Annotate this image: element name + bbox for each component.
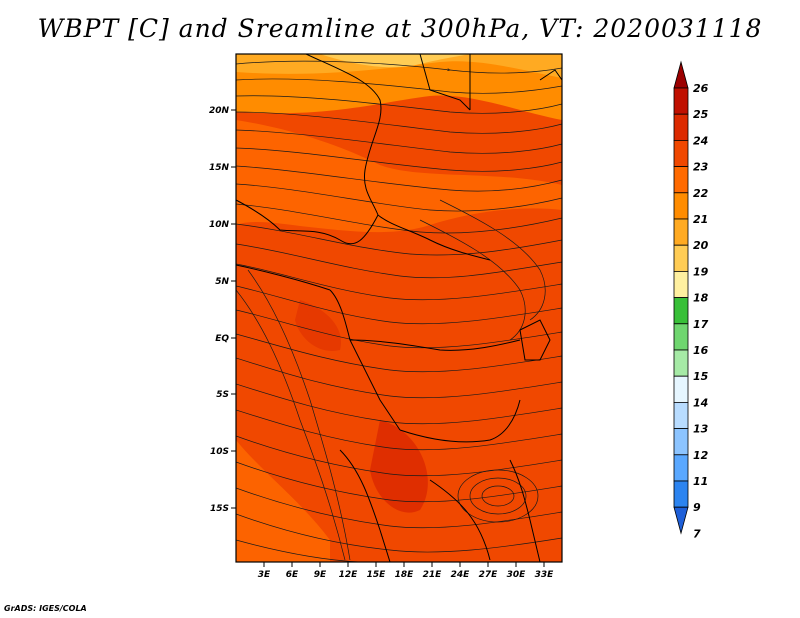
map-frame bbox=[235, 53, 563, 563]
lon-label: 21E bbox=[423, 570, 443, 580]
colorbar-swatch bbox=[673, 480, 689, 508]
lon-label: 15E bbox=[367, 570, 387, 580]
colorbar-label: 25 bbox=[693, 108, 709, 121]
colorbar-label: 18 bbox=[693, 292, 709, 305]
colorbar-label: 15 bbox=[693, 370, 709, 383]
lat-label: EQ bbox=[215, 334, 229, 344]
colorbar-label: 20 bbox=[693, 239, 709, 252]
colorbar-label: 24 bbox=[693, 134, 708, 147]
colorbar-swatch bbox=[673, 192, 689, 220]
lon-label: 3E bbox=[258, 570, 271, 580]
colorbar-swatch bbox=[673, 87, 689, 115]
colorbar-swatch bbox=[673, 349, 689, 377]
colorbar-label: 16 bbox=[693, 344, 709, 357]
colorbar-label: 26 bbox=[693, 82, 709, 95]
colorbar-label: 22 bbox=[693, 187, 709, 200]
lon-label: 33E bbox=[535, 570, 555, 580]
lat-label: 10N bbox=[209, 220, 230, 230]
colorbar-top-arrow bbox=[673, 60, 689, 89]
colorbar-swatch bbox=[673, 218, 689, 246]
colorbar-swatch bbox=[673, 113, 689, 141]
colorbar-label: 7 bbox=[693, 527, 701, 540]
latitude-axis: 20N 15N 10N 5N EQ 5S 10S 15S bbox=[209, 106, 236, 514]
colorbar-swatch bbox=[673, 323, 689, 351]
colorbar-swatch bbox=[673, 166, 689, 194]
colorbar-swatch bbox=[673, 428, 689, 456]
lon-label: 12E bbox=[339, 570, 359, 580]
temperature-field bbox=[236, 54, 562, 562]
colorbar-label: 23 bbox=[693, 161, 709, 174]
colorbar-swatch bbox=[673, 375, 689, 403]
lon-label: 27E bbox=[479, 570, 499, 580]
colorbar-label: 11 bbox=[693, 475, 708, 488]
colorbar-swatch bbox=[673, 139, 689, 167]
grads-credit: GrADS: IGES/COLA bbox=[4, 604, 87, 613]
lat-label: 15N bbox=[209, 163, 230, 173]
lon-label: 6E bbox=[286, 570, 299, 580]
colorbar: 26 25 24 23 22 21 20 19 18 17 16 15 14 13 12 11 9 7 bbox=[673, 60, 709, 540]
streamlines bbox=[236, 60, 562, 562]
colorbar-label: 12 bbox=[693, 449, 709, 462]
country-borders bbox=[236, 54, 562, 562]
lat-label: 5N bbox=[215, 277, 229, 287]
colorbar-label: 9 bbox=[693, 501, 701, 514]
colorbar-label: 19 bbox=[693, 265, 709, 278]
lon-label: 9E bbox=[314, 570, 327, 580]
lon-label: 18E bbox=[395, 570, 415, 580]
lat-label: 20N bbox=[209, 106, 230, 116]
colorbar-swatch bbox=[673, 270, 689, 298]
colorbar-label: 13 bbox=[693, 423, 709, 436]
lat-label: 15S bbox=[210, 504, 229, 514]
colorbar-label: 17 bbox=[693, 318, 709, 331]
longitude-axis: 3E 6E 9E 12E 15E 18E 21E 24E 27E 30E 33E bbox=[258, 562, 554, 580]
chart-title: WBPT [C] and Sreamline at 300hPa, VT: 20… bbox=[37, 14, 763, 43]
colorbar-swatch bbox=[673, 297, 689, 325]
lon-label: 24E bbox=[451, 570, 471, 580]
colorbar-label: 14 bbox=[693, 396, 708, 409]
colorbar-bottom-arrow bbox=[673, 506, 689, 535]
lat-label: 10S bbox=[210, 447, 229, 457]
colorbar-swatch bbox=[673, 401, 689, 429]
lon-label: 30E bbox=[507, 570, 527, 580]
colorbar-swatch bbox=[673, 244, 689, 272]
colorbar-label: 21 bbox=[693, 213, 708, 226]
colorbar-swatch bbox=[673, 454, 689, 482]
lat-label: 5S bbox=[216, 390, 229, 400]
